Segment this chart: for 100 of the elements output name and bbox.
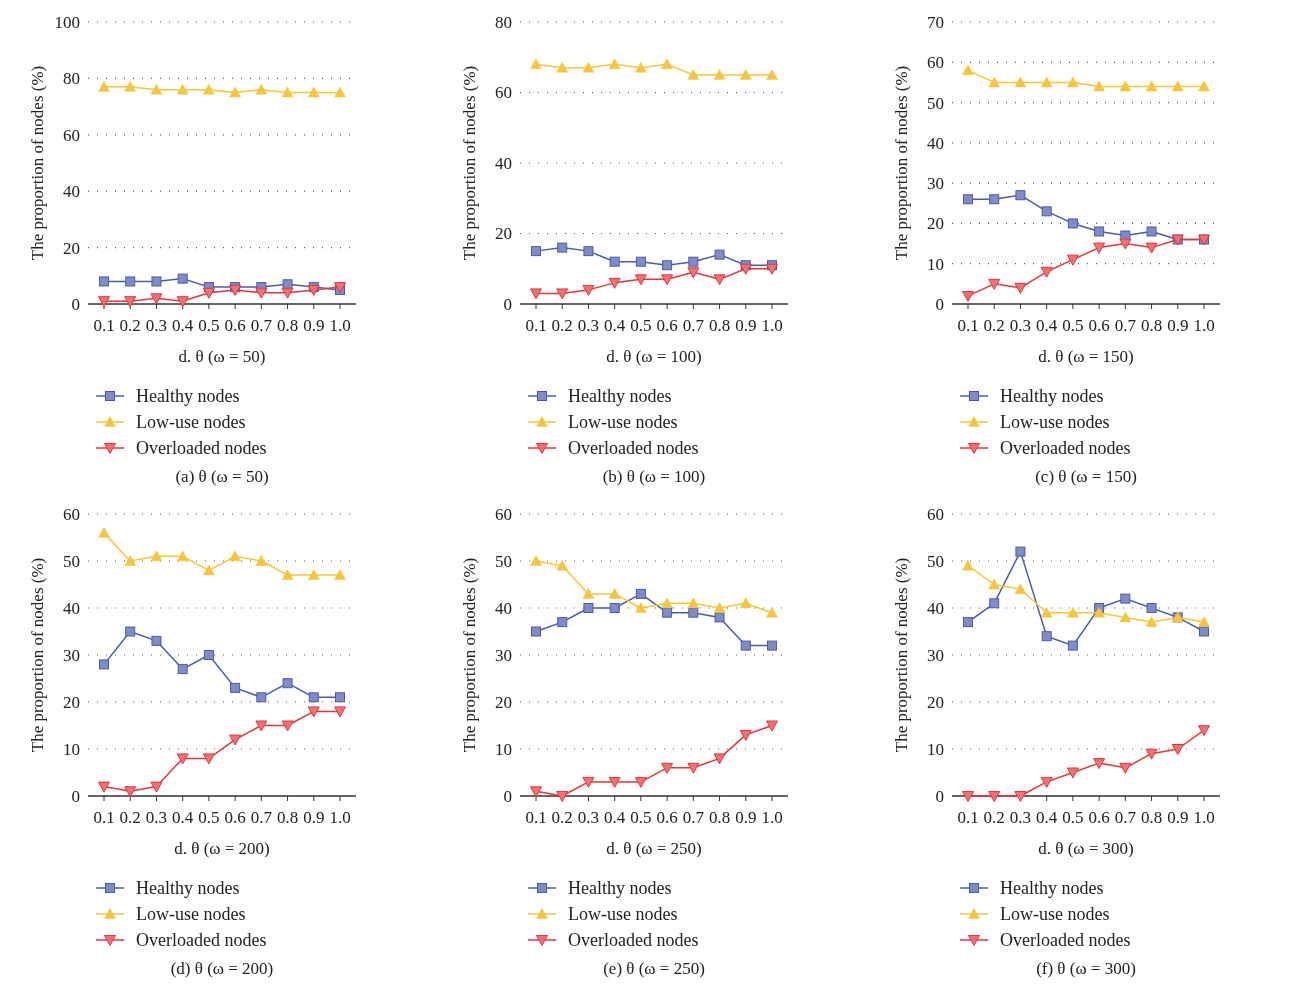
y-tick-label: 30	[927, 174, 944, 194]
x-tick-label: 0.5	[1062, 316, 1084, 335]
y-tick-label: 0	[71, 786, 80, 806]
y-tick-label: 60	[495, 83, 512, 103]
x-tick-label: 0.9	[1167, 808, 1189, 827]
x-tick-label: 0.6	[1088, 808, 1110, 827]
x-tick-label: 0.4	[172, 808, 194, 827]
legend-label: Overloaded nodes	[1000, 438, 1131, 459]
y-axis-title: The proportion of nodes (%)	[892, 65, 911, 261]
y-tick-label: 10	[927, 739, 944, 759]
x-tick-label: 0.1	[525, 316, 547, 335]
x-tick-label: 0.3	[1009, 808, 1032, 827]
x-axis-title: d. θ (ω = 100)	[606, 347, 702, 366]
legend-label: Healthy nodes	[1000, 878, 1104, 899]
x-tick-label: 0.1	[93, 316, 115, 335]
x-tick-label: 0.7	[1114, 808, 1137, 827]
x-tick-label: 1.0	[1193, 808, 1215, 827]
x-tick-label: 0.3	[577, 316, 600, 335]
text: (f) θ (ω = 300)	[1036, 959, 1136, 978]
x-tick-label: 0.9	[303, 316, 325, 335]
x-tick-label: 0.3	[577, 808, 600, 827]
x-tick-label: 0.5	[198, 808, 220, 827]
legend-label: Healthy nodes	[1000, 386, 1104, 407]
x-tick-label: 0.8	[1140, 808, 1163, 827]
y-tick-label: 10	[927, 254, 944, 274]
x-tick-label: 0.1	[957, 316, 979, 335]
x-tick-label: 0.1	[957, 808, 979, 827]
x-tick-label: 0.7	[1114, 316, 1137, 335]
x-tick-label: 0.2	[551, 316, 573, 335]
y-tick-label: 40	[495, 153, 512, 173]
y-tick-label: 80	[63, 69, 80, 89]
x-tick-label: 0.4	[172, 316, 194, 335]
y-tick-label: 60	[63, 504, 80, 524]
x-tick-label: 0.5	[198, 316, 220, 335]
y-tick-label: 50	[927, 551, 944, 571]
x-tick-label: 0.2	[551, 808, 573, 827]
y-tick-label: 80	[495, 12, 512, 32]
x-tick-label: 0.9	[303, 808, 325, 827]
x-tick-label: 0.7	[250, 808, 273, 827]
y-tick-label: 0	[503, 786, 512, 806]
y-tick-label: 60	[927, 504, 944, 524]
x-tick-label: 0.3	[1009, 316, 1032, 335]
y-tick-label: 10	[495, 739, 512, 759]
legend-label: Healthy nodes	[136, 386, 240, 407]
x-tick-label: 0.6	[224, 808, 246, 827]
y-tick-label: 40	[927, 133, 944, 153]
x-tick-label: 0.7	[682, 316, 705, 335]
y-tick-label: 20	[63, 692, 80, 712]
x-tick-label: 0.9	[735, 316, 757, 335]
y-tick-label: 0	[503, 294, 512, 314]
x-tick-label: 0.8	[1140, 316, 1163, 335]
x-tick-label: 0.6	[656, 808, 678, 827]
x-tick-label: 0.3	[145, 808, 168, 827]
y-tick-label: 20	[63, 238, 80, 258]
x-tick-label: 0.2	[119, 316, 141, 335]
x-tick-label: 0.4	[604, 808, 626, 827]
y-tick-label: 30	[927, 645, 944, 665]
legend-label: Overloaded nodes	[568, 438, 699, 459]
y-tick-label: 10	[63, 739, 80, 759]
y-tick-label: 60	[495, 504, 512, 524]
x-tick-label: 0.4	[1036, 808, 1058, 827]
x-tick-label: 0.5	[1062, 808, 1084, 827]
x-tick-label: 0.6	[224, 316, 246, 335]
x-tick-label: 0.8	[276, 316, 299, 335]
y-tick-label: 40	[63, 182, 80, 202]
x-tick-label: 0.1	[525, 808, 547, 827]
x-tick-label: 1.0	[329, 808, 351, 827]
x-tick-label: 0.8	[708, 316, 731, 335]
legend-label: Overloaded nodes	[1000, 930, 1131, 951]
legend-label: Low-use nodes	[568, 412, 678, 433]
x-axis-title: d. θ (ω = 50)	[178, 347, 266, 366]
y-tick-label: 20	[495, 692, 512, 712]
legend-label: Overloaded nodes	[136, 930, 267, 951]
x-tick-label: 0.6	[656, 316, 678, 335]
x-axis-title: d. θ (ω = 250)	[606, 839, 702, 858]
x-tick-label: 0.9	[735, 808, 757, 827]
legend-label: Overloaded nodes	[136, 438, 267, 459]
x-tick-label: 0.4	[604, 316, 626, 335]
text: (c) θ (ω = 150)	[1035, 467, 1137, 486]
y-tick-label: 30	[495, 645, 512, 665]
y-axis-title: The proportion of nodes (%)	[460, 557, 479, 753]
legend-label: Healthy nodes	[568, 386, 672, 407]
x-axis-title: d. θ (ω = 300)	[1038, 839, 1134, 858]
x-tick-label: 0.9	[1167, 316, 1189, 335]
legend-label: Overloaded nodes	[568, 930, 699, 951]
x-tick-label: 0.3	[145, 316, 168, 335]
x-tick-label: 0.2	[119, 808, 141, 827]
y-tick-label: 40	[495, 598, 512, 618]
x-tick-label: 0.4	[1036, 316, 1058, 335]
legend-label: Healthy nodes	[136, 878, 240, 899]
y-tick-label: 40	[927, 598, 944, 618]
x-tick-label: 0.8	[276, 808, 299, 827]
legend-label: Low-use nodes	[1000, 904, 1110, 925]
x-tick-label: 1.0	[329, 316, 351, 335]
x-tick-label: 0.5	[630, 316, 652, 335]
y-tick-label: 60	[63, 125, 80, 145]
y-tick-label: 20	[927, 214, 944, 234]
text: (d) θ (ω = 200)	[170, 959, 274, 978]
y-tick-label: 0	[935, 294, 944, 314]
x-tick-label: 1.0	[761, 808, 783, 827]
